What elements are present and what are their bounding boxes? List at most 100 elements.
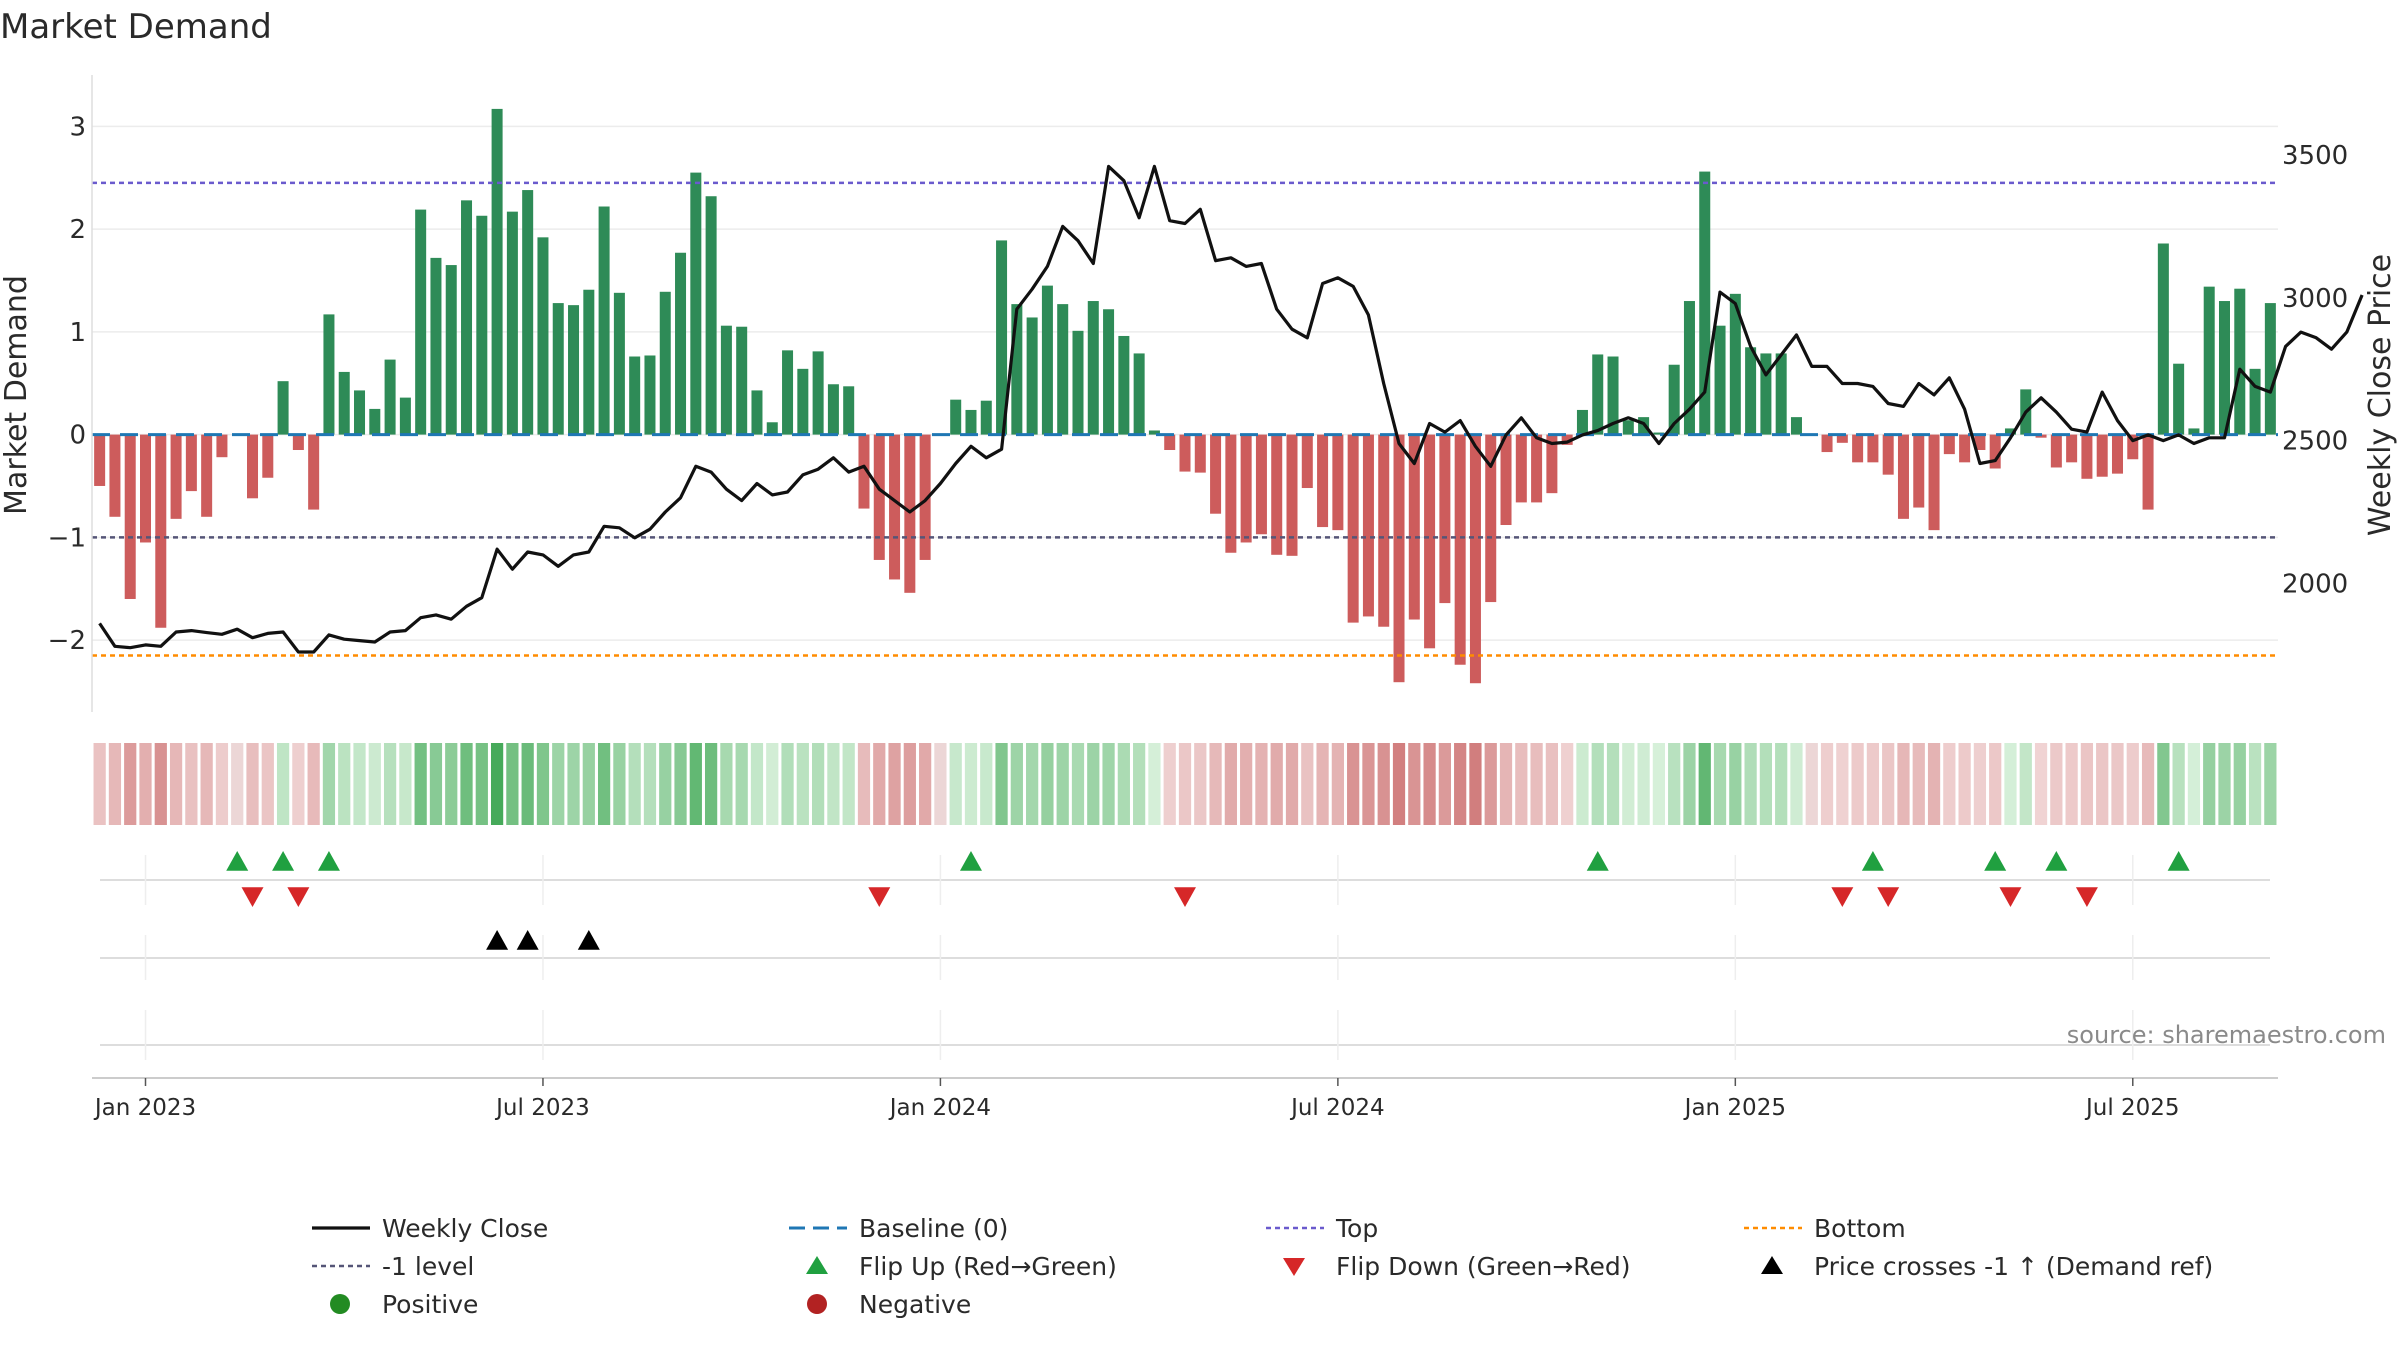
heat-cell xyxy=(445,743,458,825)
demand-bar-positive xyxy=(1683,301,1695,435)
demand-bar-negative xyxy=(1424,434,1436,649)
heat-cell xyxy=(1759,743,1773,825)
weekly-close-line xyxy=(98,164,2364,654)
heat-cell xyxy=(1683,743,1696,825)
heat-cell xyxy=(919,743,932,825)
legend-label: Positive xyxy=(382,1290,478,1319)
demand-bar-negative xyxy=(2035,434,2047,438)
demand-bar-negative xyxy=(1347,434,1359,623)
heat-cell xyxy=(2096,743,2109,825)
heat-cell xyxy=(1591,743,1604,825)
legend-item-flip-down: Flip Down (Green→Red) xyxy=(1283,1252,1631,1281)
flip-up-marker xyxy=(317,851,340,871)
demand-bar-negative xyxy=(2066,434,2078,463)
demand-bar-positive xyxy=(659,291,671,435)
heat-cell xyxy=(735,743,748,825)
demand-bar-positive xyxy=(1699,171,1711,435)
heat-cell xyxy=(231,743,244,825)
heat-cell xyxy=(1469,743,1482,825)
heat-cell xyxy=(1744,743,1757,825)
heat-cell xyxy=(796,743,809,825)
demand-bar-positive xyxy=(613,292,625,435)
legend-swatch-price-cross xyxy=(1761,1256,1783,1274)
legend-swatch-flip-up xyxy=(806,1256,828,1274)
demand-bar-positive xyxy=(522,190,534,435)
demand-bar-negative xyxy=(247,434,259,499)
heat-cell xyxy=(1637,743,1650,825)
x-tick-label: Jan 2023 xyxy=(93,1095,196,1121)
y-left-tick-label: −1 xyxy=(48,523,86,553)
demand-bar-positive xyxy=(1148,430,1160,435)
demand-bar-positive xyxy=(782,350,794,435)
flip-down-marker xyxy=(1174,887,1196,907)
demand-bar-positive xyxy=(354,390,366,435)
flip-down-marker xyxy=(868,887,891,907)
heat-cell xyxy=(2157,743,2170,825)
heat-cell xyxy=(1392,743,1406,825)
y-left-axis-title: Market Demand xyxy=(0,275,34,515)
heat-cell xyxy=(1927,743,1941,825)
heat-cell xyxy=(949,743,962,825)
demand-bar-positive xyxy=(766,422,778,435)
heat-cell xyxy=(2080,743,2094,825)
demand-bar-negative xyxy=(1897,434,1909,519)
heat-cell xyxy=(1622,743,1635,825)
heat-cell xyxy=(154,743,167,825)
heat-cell xyxy=(1347,743,1360,825)
heat-cell xyxy=(215,743,229,825)
heat-cell xyxy=(1912,743,1925,825)
heat-cell xyxy=(766,743,779,825)
demand-bar-positive xyxy=(491,108,503,435)
demand-bar-positive xyxy=(2234,288,2246,435)
demand-bar-positive xyxy=(506,211,518,435)
y-right-tick-label: 2500 xyxy=(2282,427,2348,457)
demand-bar-negative xyxy=(2127,434,2139,460)
heat-cell xyxy=(1897,743,1910,825)
demand-bar-positive xyxy=(720,325,732,435)
heat-cell xyxy=(643,743,657,825)
heat-cell xyxy=(124,743,137,825)
demand-bar-positive xyxy=(369,408,381,435)
demand-bar-positive xyxy=(1103,309,1115,435)
demand-bar-positive xyxy=(1133,353,1145,435)
flip-up-marker xyxy=(2045,851,2068,871)
heat-cell xyxy=(1255,743,1268,825)
demand-bar-negative xyxy=(1362,434,1374,617)
demand-bar-negative xyxy=(1225,434,1237,553)
heat-cell xyxy=(842,743,855,825)
weekly-close-series xyxy=(98,164,2364,654)
price-cross-marker xyxy=(486,930,509,950)
demand-bar-negative xyxy=(1210,434,1222,514)
legend-item-baseline: Baseline (0) xyxy=(789,1214,1008,1243)
demand-bar-positive xyxy=(736,326,748,435)
demand-bar-negative xyxy=(2050,434,2062,468)
heat-cell xyxy=(139,743,152,825)
demand-bar-negative xyxy=(1286,434,1298,556)
legend-label: Top xyxy=(1335,1214,1378,1243)
demand-bar-positive xyxy=(399,397,411,435)
legend-item-bottom: Bottom xyxy=(1744,1214,1906,1243)
heat-cell xyxy=(1071,743,1085,825)
demand-bar-positive xyxy=(1714,325,1726,435)
demand-bar-negative xyxy=(2111,434,2123,474)
demand-bar-positive xyxy=(827,384,839,435)
legend-label: -1 level xyxy=(382,1252,474,1281)
legend: Weekly Close Baseline (0) Top Bottom -1 leve… xyxy=(312,1214,2213,1319)
x-tick-label: Jan 2025 xyxy=(1683,1095,1786,1121)
demand-bar-negative xyxy=(2142,434,2154,510)
demand-bar-negative xyxy=(1469,434,1481,684)
heat-cell xyxy=(720,743,733,825)
heat-cell xyxy=(429,743,443,825)
y-right-tick-label: 3000 xyxy=(2282,284,2348,314)
heat-cell xyxy=(2050,743,2063,825)
demand-bar-negative xyxy=(1255,434,1267,535)
heat-cell xyxy=(1545,743,1558,825)
demand-bar-negative xyxy=(1408,434,1420,620)
heat-cell xyxy=(1454,743,1467,825)
heat-cell xyxy=(1484,743,1497,825)
heat-cell xyxy=(1790,743,1803,825)
legend-item-price-cross: Price crosses -1 ↑ (Demand ref) xyxy=(1761,1252,2213,1281)
heat-cell xyxy=(628,743,641,825)
price-cross-marker xyxy=(577,930,600,950)
heat-cell xyxy=(1331,743,1344,825)
